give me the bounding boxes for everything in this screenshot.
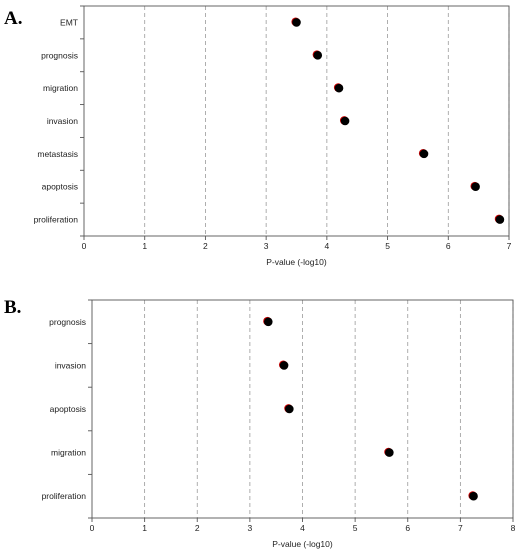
panel-b-x-axis-title: P-value (-log10) <box>272 539 333 549</box>
panel-b-category-label: invasion <box>55 360 86 370</box>
panel-b-x-tick-label: 0 <box>90 523 95 533</box>
panel-b-point <box>279 361 289 370</box>
panel-a-point <box>419 149 429 159</box>
panel-a-label: A. <box>4 8 22 29</box>
panel-a-x-tick-label: 3 <box>264 241 269 251</box>
panel-b-chart: B. 0 1 2 3 4 5 6 7 8 P-value (-log10) prognosis inva… <box>4 297 516 549</box>
panel-a-point <box>495 215 505 224</box>
panel-a-category-label: prognosis <box>41 50 78 60</box>
panel-b-label: B. <box>4 297 21 318</box>
panel-b-point <box>263 317 273 327</box>
panel-a-category-label: migration <box>43 83 78 93</box>
panel-b-category-label: apoptosis <box>50 404 86 414</box>
panel-a-x-tick-label: 5 <box>385 241 390 251</box>
panel-b-x-tick-label: 7 <box>458 523 463 533</box>
panel-a-point <box>313 50 323 60</box>
panel-b-point <box>385 448 394 457</box>
panel-b-category-label: prognosis <box>49 317 86 327</box>
panel-b-x-tick-label: 8 <box>511 523 516 533</box>
panel-a-x-tick-label: 0 <box>82 241 87 251</box>
panel-a-x-tick-label: 1 <box>142 241 147 251</box>
panel-a-plot-frame <box>83 5 510 237</box>
panel-a-category-label: metastasis <box>37 149 78 159</box>
panel-b-x-tick-label: 5 <box>353 523 358 533</box>
panel-b-point <box>285 404 294 414</box>
panel-a-chart: A. 0 1 2 3 4 5 6 7 P-value (-log10) EMT prognosis mi… <box>4 5 512 267</box>
panel-b-x-tick-label: 6 <box>405 523 410 533</box>
panel-b-x-tick-label: 4 <box>300 523 305 533</box>
panel-a-point <box>334 83 344 93</box>
panel-a-point <box>340 116 350 126</box>
panel-a-x-tick-label: 4 <box>324 241 329 251</box>
panel-a-x-tick-label: 7 <box>507 241 512 251</box>
panel-b-category-label: proliferation <box>42 491 87 501</box>
panel-a-category-label: apoptosis <box>42 182 78 192</box>
panel-a-category-label: proliferation <box>34 215 79 225</box>
panel-a-x-tick-label: 6 <box>446 241 451 251</box>
panel-b-category-label: migration <box>51 448 86 458</box>
panel-a-x-tick-label: 2 <box>203 241 208 251</box>
panel-a-x-axis-title: P-value (-log10) <box>266 257 327 267</box>
panel-a-category-label: EMT <box>60 17 78 27</box>
panel-a-category-label: invasion <box>47 116 78 126</box>
panel-a-point <box>471 182 480 192</box>
panel-a-point <box>292 18 301 27</box>
panel-b-x-tick-label: 1 <box>142 523 147 533</box>
panel-b-x-tick-label: 3 <box>248 523 253 533</box>
panel-b-x-tick-label: 2 <box>195 523 200 533</box>
panel-b-point <box>469 491 478 501</box>
